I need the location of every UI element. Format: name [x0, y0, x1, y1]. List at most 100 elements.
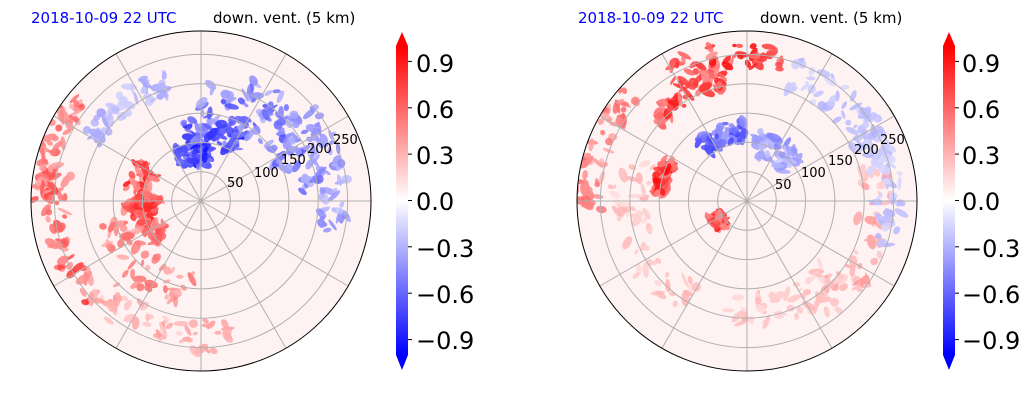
panel-1-feature-4-cell-46	[292, 120, 300, 129]
panel-1-feature-11-cell-4	[156, 93, 164, 100]
panel-2-feature-10-cell-50	[642, 216, 648, 224]
panel-1-feature-6-cell-46	[139, 218, 154, 225]
panel-1-feature-3-cell-9	[267, 101, 274, 109]
panel-1-feature-1-cell-35	[216, 141, 223, 146]
panel-1-feature-8-cell-50	[60, 268, 65, 272]
panel-2-feature-5-cell-52	[736, 138, 742, 144]
panel-1-feature-11-cell-49	[107, 112, 114, 127]
panel-2-feature-4-cell-20	[595, 205, 607, 214]
panel-2-feature-8-cell-51	[820, 284, 830, 296]
panel-2-spoke-240	[661, 200, 748, 349]
panel-1-rtick-150: 150	[281, 153, 306, 168]
panel-1-feature-9-cell-54	[50, 150, 57, 155]
panel-1-feature-4-cell-47	[336, 174, 343, 186]
panel-2-feature-7-cell-46	[840, 84, 850, 90]
panel-2-title-left: 2018-10-09 22 UTC	[578, 9, 724, 27]
panel-2-feature-9-cell-52	[755, 304, 765, 313]
panel-2-feature-7-cell-8	[848, 141, 856, 151]
panel-1-feature-4-cell-41	[305, 123, 318, 133]
panel-2-feature-4-cell-48	[599, 161, 609, 168]
panel-1-spoke-300	[200, 200, 287, 349]
panel-1-feature-11-cell-40	[118, 95, 128, 105]
panel-2-feature-11-cell-15	[875, 232, 882, 240]
panel-2-feature-0-cell-52	[708, 57, 717, 67]
panel-1-feature-2-cell-34	[209, 114, 221, 126]
panel-2-feature-10-cell-22	[622, 236, 633, 250]
panel-1-cb-tick-2: 0.3	[416, 142, 454, 170]
panel-2-feature-1-cell-50	[681, 103, 687, 108]
panel-1-spoke-120	[115, 53, 202, 202]
panel-1-cb-tick-5: −0.6	[416, 281, 474, 309]
panel-2-feature-10-cell-37	[681, 272, 689, 287]
panel-1-feature-7-cell-35	[140, 259, 145, 267]
panel-2-feature-4-cell-40	[597, 118, 605, 125]
panel-2-feature-9-cell-47	[774, 315, 784, 319]
panel-1-feature-1-cell-44	[190, 134, 203, 146]
panel-1-feature-4-cell-2	[310, 154, 320, 166]
panel-2-feature-4-cell-43	[584, 186, 593, 195]
panel-2-feature-8-cell-34	[826, 273, 833, 278]
panel-1-feature-10-cell-6	[162, 315, 170, 323]
panel-2-feature-0-cell-51	[705, 51, 718, 60]
panel-2-feature-9-cell-53	[802, 288, 812, 296]
panel-1-feature-3-cell-1	[273, 120, 283, 130]
panel-1-feature-2-cell-1	[241, 115, 252, 123]
panel-2-feature-10-cell-19	[634, 249, 639, 255]
panel-2-spoke-300	[746, 200, 833, 349]
panel-2-cb-tick-1: 0.6	[962, 96, 1000, 124]
panel-2-feature-0-cell-41	[695, 61, 707, 72]
panel-2-feature-11-cell-1	[897, 176, 902, 191]
panel-1-feature-11-cell-24	[133, 92, 139, 105]
panel-2-feature-6-cell-53	[786, 162, 793, 169]
panel-1-feature-7-cell-17	[133, 240, 147, 246]
panel-2-feature-7-cell-37	[806, 76, 816, 81]
panel-1-feature-3-cell-19	[323, 169, 331, 176]
panel-2-spoke-150	[599, 115, 748, 202]
panel-1-feature-7-cell-27	[130, 280, 141, 289]
panel-1-feature-8-cell-6	[41, 204, 51, 217]
panel-2-title-right: down. vent. (5 km)	[760, 9, 902, 27]
panel-2-feature-1-cell-26	[718, 73, 728, 82]
panel-1-feature-4-cell-22	[314, 166, 327, 177]
panel-2-feature-7-cell-47	[845, 119, 852, 126]
panel-2-feature-2-cell-54	[659, 187, 666, 196]
panel-1-feature-11-cell-42	[96, 108, 107, 118]
panel-1-feature-8-cell-36	[45, 216, 51, 223]
panel-1-grid	[30, 30, 372, 372]
panel-1-feature-5-cell-50	[140, 165, 150, 179]
panel-1-feature-0-cell-39	[180, 163, 188, 169]
panel-2-feature-11-cell-22	[876, 238, 887, 247]
panel-2-feature-1-cell-48	[700, 71, 710, 82]
panel-1-colorbar-tickmarks	[408, 60, 412, 341]
panel-2-feature-7-cell-51	[828, 95, 837, 107]
panel-2-feature-0-cell-32	[731, 52, 738, 59]
panel-2-feature-9-cell-37	[763, 314, 771, 329]
panel-1-cb-tick-3: 0.0	[416, 188, 454, 216]
panel-1-feature-4-cell-18	[329, 140, 335, 145]
panel-1-feature-7-cell-34	[140, 250, 150, 259]
panel-2-feature-8-cell-30	[834, 306, 843, 315]
panel-2-feature-11-cell-17	[852, 134, 863, 142]
panel-2-feature-11-cell-49	[854, 129, 860, 135]
panel-2-feature-10-cell-12	[612, 184, 617, 190]
panel-2-feature-9-cell-20	[783, 286, 791, 302]
panel-2-feature-5-cell-41	[728, 134, 741, 146]
panel-1-feature-9-cell-52	[69, 115, 78, 122]
panel-1-feature-9-cell-42	[41, 133, 57, 142]
panel-1-feature-6-cell-39	[160, 226, 166, 232]
panel-2-feature-7-cell-17	[849, 102, 863, 111]
panel-2-feature-5-cell-44	[728, 126, 740, 134]
panel-2-feature-11-cell-16	[893, 226, 901, 235]
panel-2-feature-9-cell-12	[808, 268, 825, 275]
panel-1-feature-6-cell-43	[154, 226, 162, 236]
panel-1-feature-1-cell-25	[181, 133, 194, 141]
panel-2-feature-0-cell-0	[732, 43, 738, 48]
panel-2-feature-7-cell-22	[841, 110, 846, 119]
panel-1-cb-tick-4: −0.3	[416, 235, 474, 263]
panel-2-feature-11-cell-54	[894, 208, 909, 218]
panel-1-feature-11-cell-36	[145, 95, 155, 107]
panel-1-title-left: 2018-10-09 22 UTC	[31, 9, 177, 27]
panel-2-feature-11-cell-46	[885, 208, 895, 217]
panel-1-feature-3-cell-33	[316, 137, 324, 149]
